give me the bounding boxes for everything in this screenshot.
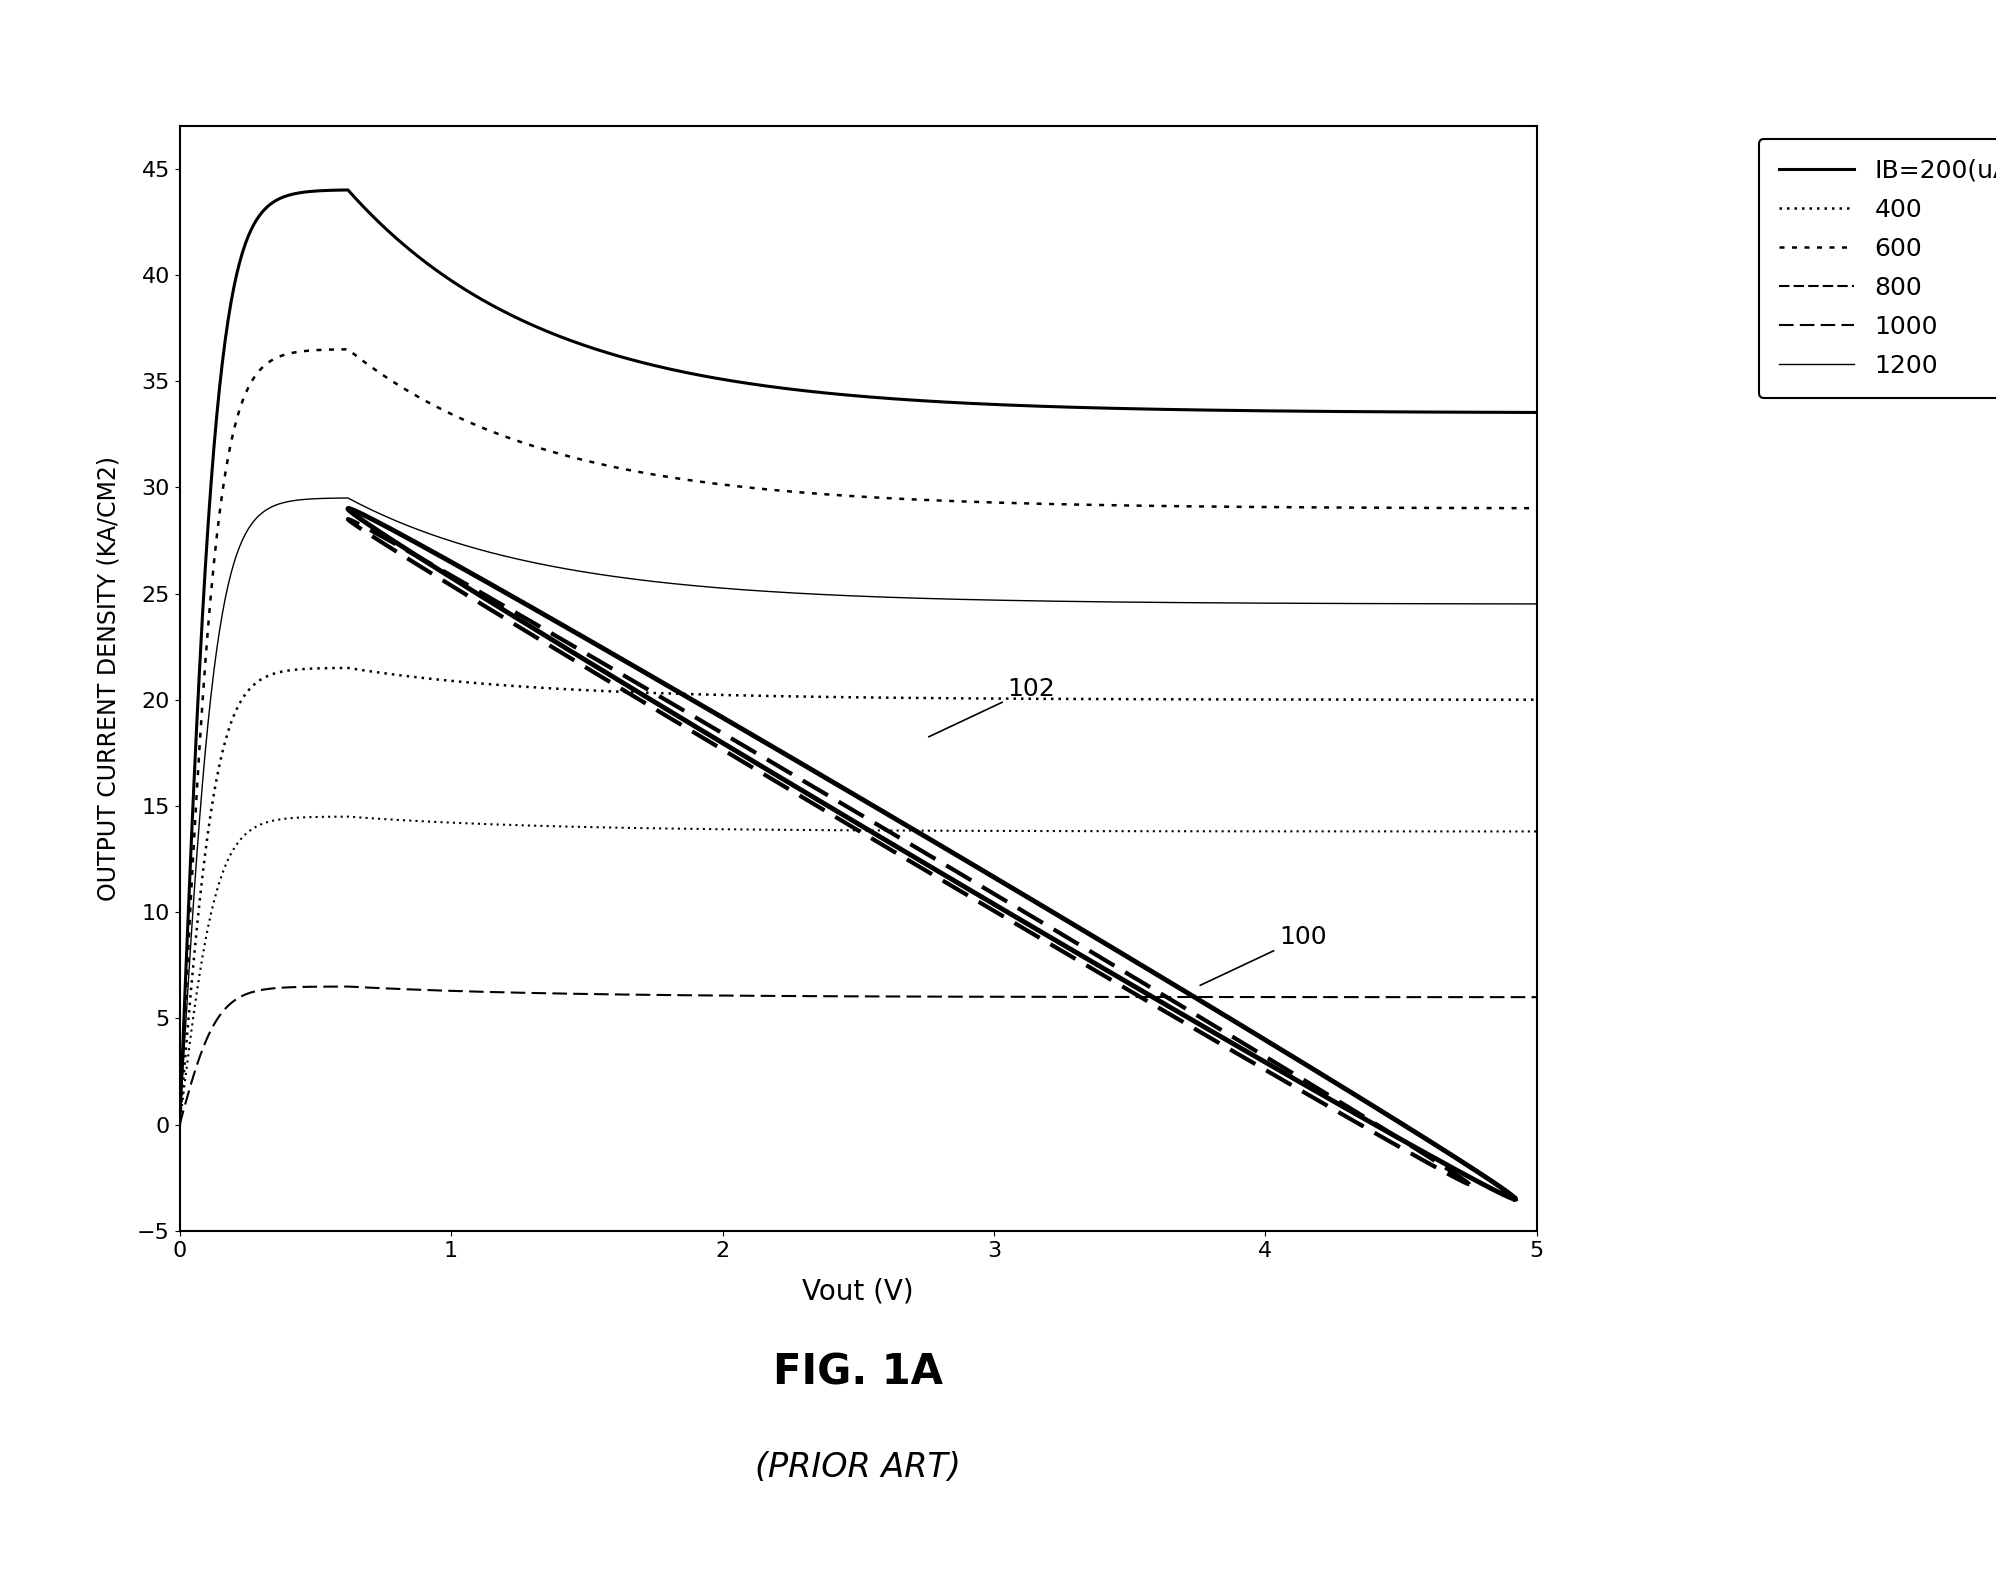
- Legend: IB=200(uA), 400, 600, 800, 1000, 1200: IB=200(uA), 400, 600, 800, 1000, 1200: [1758, 139, 1996, 398]
- Text: FIG. 1A: FIG. 1A: [772, 1352, 944, 1393]
- Text: (PRIOR ART): (PRIOR ART): [754, 1452, 962, 1483]
- Y-axis label: OUTPUT CURRENT DENSITY (KA/CM2): OUTPUT CURRENT DENSITY (KA/CM2): [96, 456, 120, 901]
- Text: 100: 100: [1200, 925, 1327, 985]
- X-axis label: Vout (V): Vout (V): [802, 1277, 914, 1305]
- Text: 102: 102: [928, 677, 1056, 737]
